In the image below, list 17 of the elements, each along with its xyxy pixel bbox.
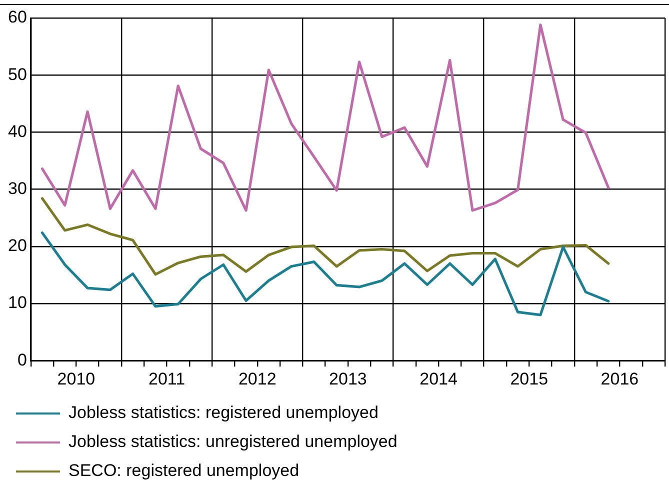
x-tick-label: 2010 [57,369,96,388]
y-tick-label: 20 [8,236,27,256]
y-tick-label: 60 [8,8,27,27]
x-tick-label: 2014 [420,369,458,388]
x-tick-label: 2016 [600,369,639,388]
x-tick-label: 2015 [510,369,548,388]
y-tick-label: 40 [8,122,27,141]
x-tick-label: 2011 [148,369,186,388]
y-tick-label: 10 [8,293,27,312]
y-tick-label: 30 [8,178,27,198]
x-tick-label: 2013 [329,369,367,388]
legend-label: SECO: registered unemployed [68,461,300,480]
y-tick-label: 50 [8,64,27,84]
y-tick-label: 0 [17,350,27,370]
legend-label: Jobless statistics: unregistered unemployed [68,432,398,452]
x-tick-label: 2012 [238,369,276,388]
legend-label: Jobless statistics: registered unemployed [68,403,378,422]
